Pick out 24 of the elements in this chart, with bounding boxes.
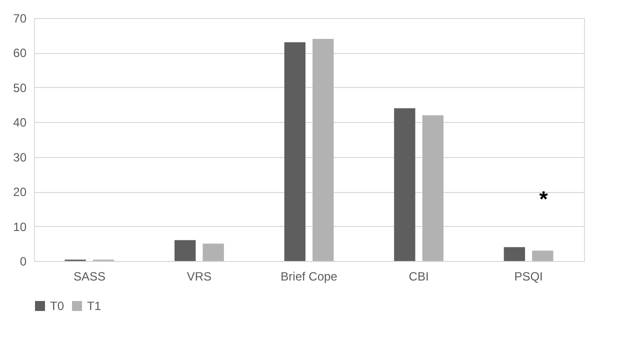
- bar: [532, 250, 554, 261]
- x-tick-label: SASS: [73, 270, 106, 284]
- y-tick-label: 0: [20, 254, 27, 268]
- x-tick-label: VRS: [186, 270, 212, 284]
- bar: [422, 115, 444, 261]
- legend-label: T1: [87, 299, 102, 313]
- y-tick-label: 50: [13, 80, 27, 95]
- bar: [284, 42, 306, 261]
- y-tick-label: 40: [13, 116, 27, 130]
- legend-label: T0: [50, 299, 64, 313]
- bar: [174, 240, 196, 261]
- x-tick-label: CBI: [408, 270, 429, 284]
- y-tick-label: 30: [13, 150, 27, 164]
- y-tick-label: 70: [13, 12, 27, 26]
- bar: [312, 38, 334, 261]
- x-tick-label: PSQI: [514, 270, 543, 284]
- annotation: *: [539, 186, 548, 212]
- y-tick-label: 10: [13, 220, 27, 234]
- y-tick-label: 20: [13, 185, 27, 200]
- bar: [202, 244, 224, 261]
- y-tick-label: 60: [13, 46, 27, 60]
- bar: [394, 108, 416, 261]
- bar: [504, 247, 526, 261]
- x-tick-label: Brief Cope: [280, 270, 338, 284]
